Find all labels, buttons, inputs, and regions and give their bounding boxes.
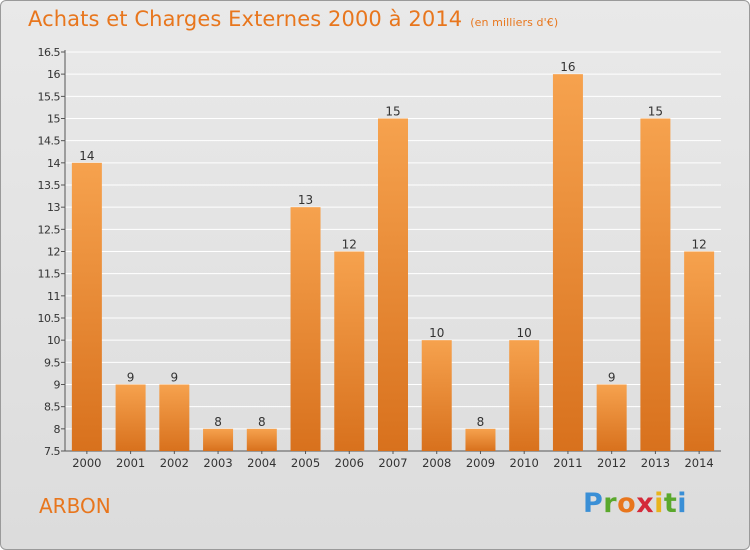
data-label: 12 [691, 238, 706, 252]
proxiti-logo[interactable]: Proxiti [583, 488, 687, 519]
y-tick-label: 13.5 [38, 179, 61, 192]
chart-unit: (en milliers d'€) [470, 16, 559, 29]
x-tick-label: 2006 [335, 456, 364, 470]
x-tick-label: 2002 [160, 456, 189, 470]
bar [246, 428, 277, 451]
y-tick-label: 15 [47, 113, 60, 126]
y-tick-label: 13 [47, 201, 60, 214]
data-label: 16 [560, 60, 575, 74]
bar [115, 384, 146, 451]
x-tick-label: 2008 [422, 456, 451, 470]
bar [71, 162, 102, 452]
data-label: 8 [214, 415, 222, 429]
data-label: 15 [648, 105, 663, 119]
bar [640, 118, 671, 451]
bar [203, 428, 234, 451]
logo-letter: o [617, 488, 637, 519]
y-tick-label: 11.5 [38, 268, 61, 281]
label-layer: 14 2000 9 2001 9 2002 8 2003 8 2004 13 2005 12 2006 15… [72, 60, 714, 470]
y-tick-label: 8 [54, 423, 61, 436]
x-tick-label: 2000 [72, 456, 101, 470]
logo-letter: r [603, 488, 618, 519]
y-tick-label: 16 [47, 68, 60, 81]
logo-letter: t [663, 488, 678, 519]
commune-name: ARBON [39, 494, 111, 518]
x-tick-label: 2011 [553, 456, 582, 470]
x-tick-label: 2005 [291, 456, 320, 470]
data-label: 9 [608, 371, 616, 385]
data-label: 13 [298, 193, 313, 207]
bar [334, 251, 365, 451]
x-tick-label: 2001 [116, 456, 145, 470]
bar [596, 384, 627, 451]
logo-letter: i [654, 488, 664, 519]
x-tick-label: 2013 [641, 456, 670, 470]
x-tick-label: 2009 [466, 456, 495, 470]
y-tick-label: 7.5 [44, 445, 60, 458]
bar-layer [71, 74, 715, 452]
y-tick-label: 10 [47, 334, 60, 347]
y-tick-label: 9.5 [44, 356, 60, 369]
x-tick-label: 2012 [597, 456, 626, 470]
y-tick-label: 11 [47, 290, 60, 303]
bar [509, 340, 540, 451]
y-tick-label: 15.5 [38, 90, 61, 103]
data-label: 15 [385, 105, 400, 119]
data-label: 9 [171, 371, 179, 385]
y-tick-label: 14.5 [38, 135, 61, 148]
data-label: 10 [517, 326, 532, 340]
bar [378, 118, 408, 451]
x-tick-label: 2004 [247, 456, 276, 470]
x-tick-label: 2003 [203, 456, 232, 470]
bar [290, 207, 321, 451]
bar [421, 340, 452, 451]
y-tick-label: 8.5 [44, 401, 60, 414]
data-label: 8 [477, 415, 485, 429]
data-label: 10 [429, 326, 444, 340]
data-label: 14 [79, 149, 94, 163]
logo-letter: P [583, 488, 604, 519]
y-tick-label: 10.5 [38, 312, 61, 325]
bar [465, 428, 496, 451]
y-tick-label: 14 [47, 157, 60, 170]
bar [684, 251, 715, 451]
data-label: 8 [258, 415, 266, 429]
bar [159, 384, 190, 451]
bar [552, 74, 583, 452]
data-label: 9 [127, 371, 135, 385]
logo-letter: x [636, 488, 655, 519]
chart-title: Achats et Charges Externes 2000 à 2014 (e… [28, 7, 558, 31]
chart-title-text: Achats et Charges Externes 2000 à 2014 [28, 7, 463, 31]
y-tick-label: 12.5 [38, 223, 61, 236]
x-tick-label: 2014 [684, 456, 713, 470]
y-tick-label: 9 [54, 379, 61, 392]
data-label: 12 [342, 238, 357, 252]
x-tick-label: 2007 [378, 456, 407, 470]
y-tick-label: 16.5 [38, 46, 61, 59]
x-tick-label: 2010 [510, 456, 539, 470]
logo-letter: i [677, 488, 688, 519]
y-tick-label: 12 [47, 246, 60, 259]
